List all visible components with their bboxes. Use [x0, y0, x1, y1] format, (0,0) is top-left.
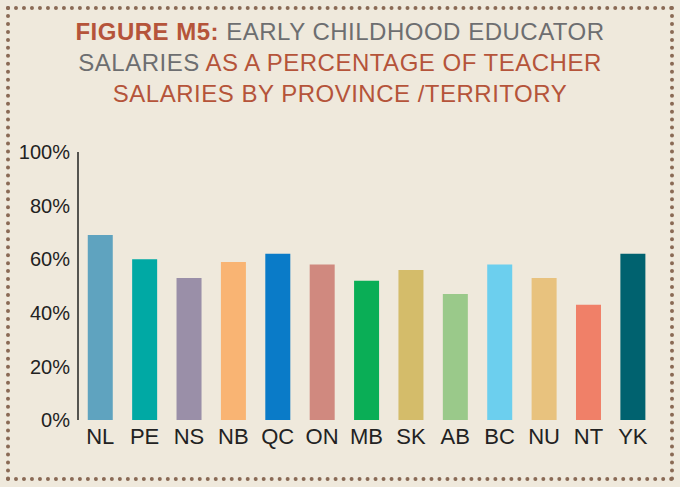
svg-text:20%: 20% [30, 356, 70, 378]
html-text:SALARIES BY PROVINCE /TERRITOR: SALARIES BY PROVINCE /TERRITORY [112, 80, 568, 107]
svg-text:60%: 60% [30, 248, 70, 270]
html-text:FIGURE M5: EARLY CHILDHOOD EDU: FIGURE M5: EARLY CHILDHOOD EDUCATOR [75, 18, 605, 45]
svg-text:QC: QC [261, 424, 294, 449]
html-text:SALARIES AS A PERCENTAGE OF TE: SALARIES AS A PERCENTAGE OF TEACHER [78, 49, 602, 76]
svg-text:NL: NL [86, 424, 114, 449]
svg-text:100%: 100% [19, 141, 70, 163]
svg-text:80%: 80% [30, 195, 70, 217]
svg-text:SK: SK [396, 424, 426, 449]
svg-text:AB: AB [441, 424, 470, 449]
svg-text:NT: NT [574, 424, 603, 449]
svg-text:0%: 0% [41, 409, 70, 431]
svg-text:NS: NS [174, 424, 205, 449]
svg-text:MB: MB [350, 424, 383, 449]
svg-text:NU: NU [528, 424, 560, 449]
svg-text:ON: ON [306, 424, 339, 449]
svg-text:NB: NB [218, 424, 249, 449]
svg-text:PE: PE [130, 424, 159, 449]
svg-text:YK: YK [618, 424, 648, 449]
svg-text:BC: BC [484, 424, 515, 449]
svg-text:40%: 40% [30, 302, 70, 324]
